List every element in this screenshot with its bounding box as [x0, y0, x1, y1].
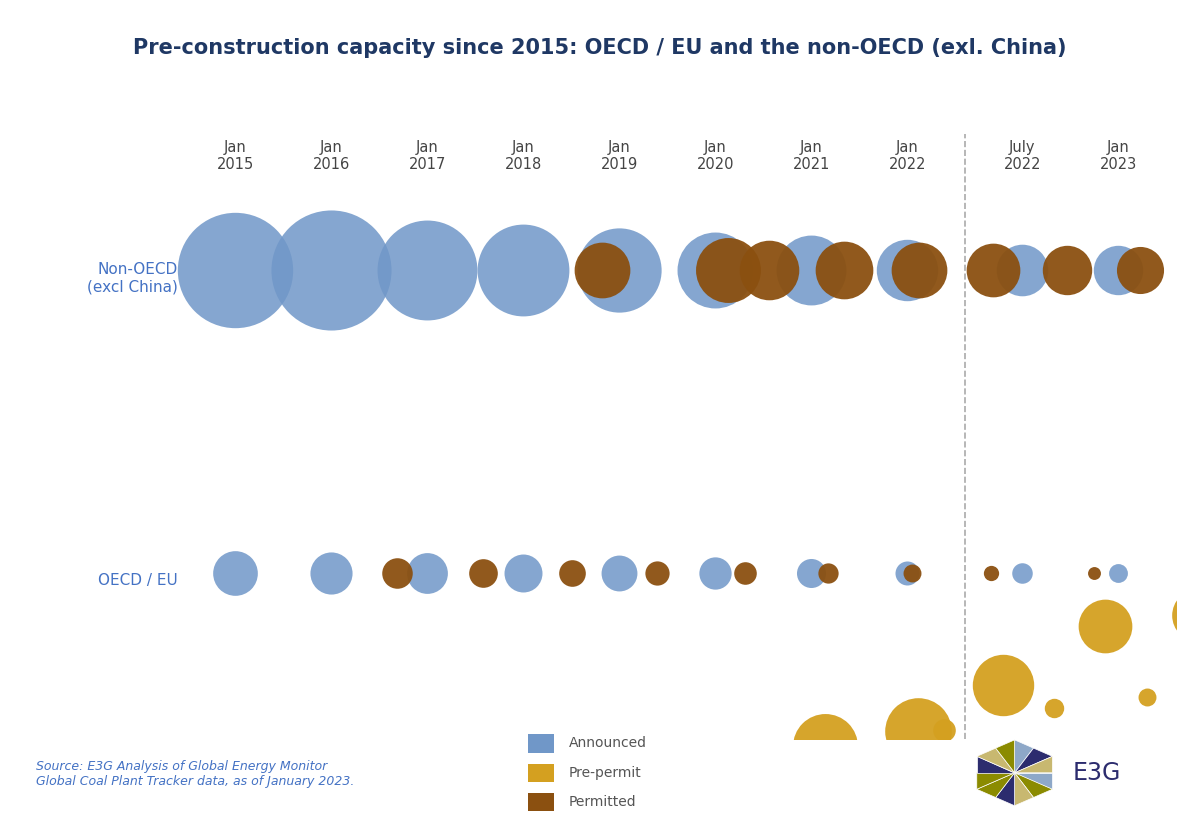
Text: Jan
2017: Jan 2017 [408, 139, 446, 172]
Point [418, 566, 437, 580]
Polygon shape [977, 773, 1015, 790]
Point [994, 679, 1013, 692]
Point [571, 816, 590, 829]
Point [514, 566, 533, 580]
Polygon shape [1015, 756, 1052, 773]
Point [727, 774, 746, 787]
Point [908, 725, 928, 738]
Point [834, 264, 853, 277]
Point [816, 740, 835, 753]
Text: July
2022: July 2022 [1003, 139, 1042, 172]
Point [593, 264, 612, 277]
Polygon shape [1015, 748, 1052, 773]
Point [610, 264, 629, 277]
Polygon shape [1015, 773, 1033, 806]
Point [322, 566, 341, 580]
Point [610, 566, 629, 580]
Point [1175, 566, 1194, 580]
Point [1094, 619, 1114, 633]
Point [665, 804, 684, 817]
Point [226, 566, 245, 580]
Point [802, 566, 821, 580]
Point [514, 264, 533, 277]
Polygon shape [977, 756, 1015, 773]
Point [755, 780, 774, 794]
Point [647, 566, 666, 580]
Point [760, 264, 779, 277]
Point [706, 264, 725, 277]
Point [474, 566, 493, 580]
Point [719, 264, 738, 277]
Point [1188, 608, 1200, 622]
Point [934, 723, 953, 737]
Point [480, 835, 499, 840]
Text: Jan
2023: Jan 2023 [1099, 139, 1138, 172]
Point [640, 810, 659, 823]
Text: Jan
2020: Jan 2020 [696, 139, 734, 172]
Point [322, 264, 341, 277]
Point [910, 264, 929, 277]
Text: Permitted: Permitted [569, 795, 636, 809]
Polygon shape [996, 740, 1015, 773]
Point [902, 566, 922, 580]
Point [563, 566, 582, 580]
Point [984, 264, 1003, 277]
Point [226, 264, 245, 277]
Polygon shape [977, 773, 1015, 797]
Text: Pre-permit: Pre-permit [569, 766, 642, 780]
Text: Non-OECD
(excl China): Non-OECD (excl China) [86, 262, 178, 294]
Text: Jan
2021: Jan 2021 [792, 139, 830, 172]
Point [818, 566, 838, 580]
Polygon shape [996, 773, 1015, 806]
Text: Jan
2018: Jan 2018 [504, 139, 542, 172]
Point [1085, 566, 1104, 580]
Text: Jan
2019: Jan 2019 [600, 139, 638, 172]
Point [898, 566, 917, 580]
Point [1130, 264, 1150, 277]
Point [1109, 566, 1128, 580]
Point [802, 264, 821, 277]
Point [1013, 566, 1032, 580]
Point [386, 566, 406, 580]
Point [898, 264, 917, 277]
Point [1109, 264, 1128, 277]
Point [1044, 701, 1063, 715]
Text: Jan
2015: Jan 2015 [216, 139, 254, 172]
Text: OECD / EU: OECD / EU [98, 573, 178, 588]
Point [734, 566, 754, 580]
Polygon shape [1015, 773, 1052, 790]
Text: Jan
2022: Jan 2022 [888, 139, 926, 172]
Point [982, 566, 1001, 580]
Point [1057, 264, 1076, 277]
Polygon shape [1015, 740, 1033, 773]
Text: Announced: Announced [569, 737, 647, 750]
Text: Pre-construction capacity since 2015: OECD / EU and the non-OECD (exl. China): Pre-construction capacity since 2015: OE… [133, 38, 1067, 58]
Point [706, 566, 725, 580]
Polygon shape [1015, 773, 1052, 797]
Text: E3G: E3G [1073, 761, 1121, 785]
Point [418, 264, 437, 277]
Point [1013, 264, 1032, 277]
Text: Jan
2016: Jan 2016 [312, 139, 350, 172]
Polygon shape [977, 748, 1015, 773]
Point [1138, 690, 1157, 704]
Point [845, 756, 864, 769]
Text: Source: E3G Analysis of Global Energy Monitor
Global Coal Plant Tracker data, as: Source: E3G Analysis of Global Energy Mo… [36, 760, 354, 788]
